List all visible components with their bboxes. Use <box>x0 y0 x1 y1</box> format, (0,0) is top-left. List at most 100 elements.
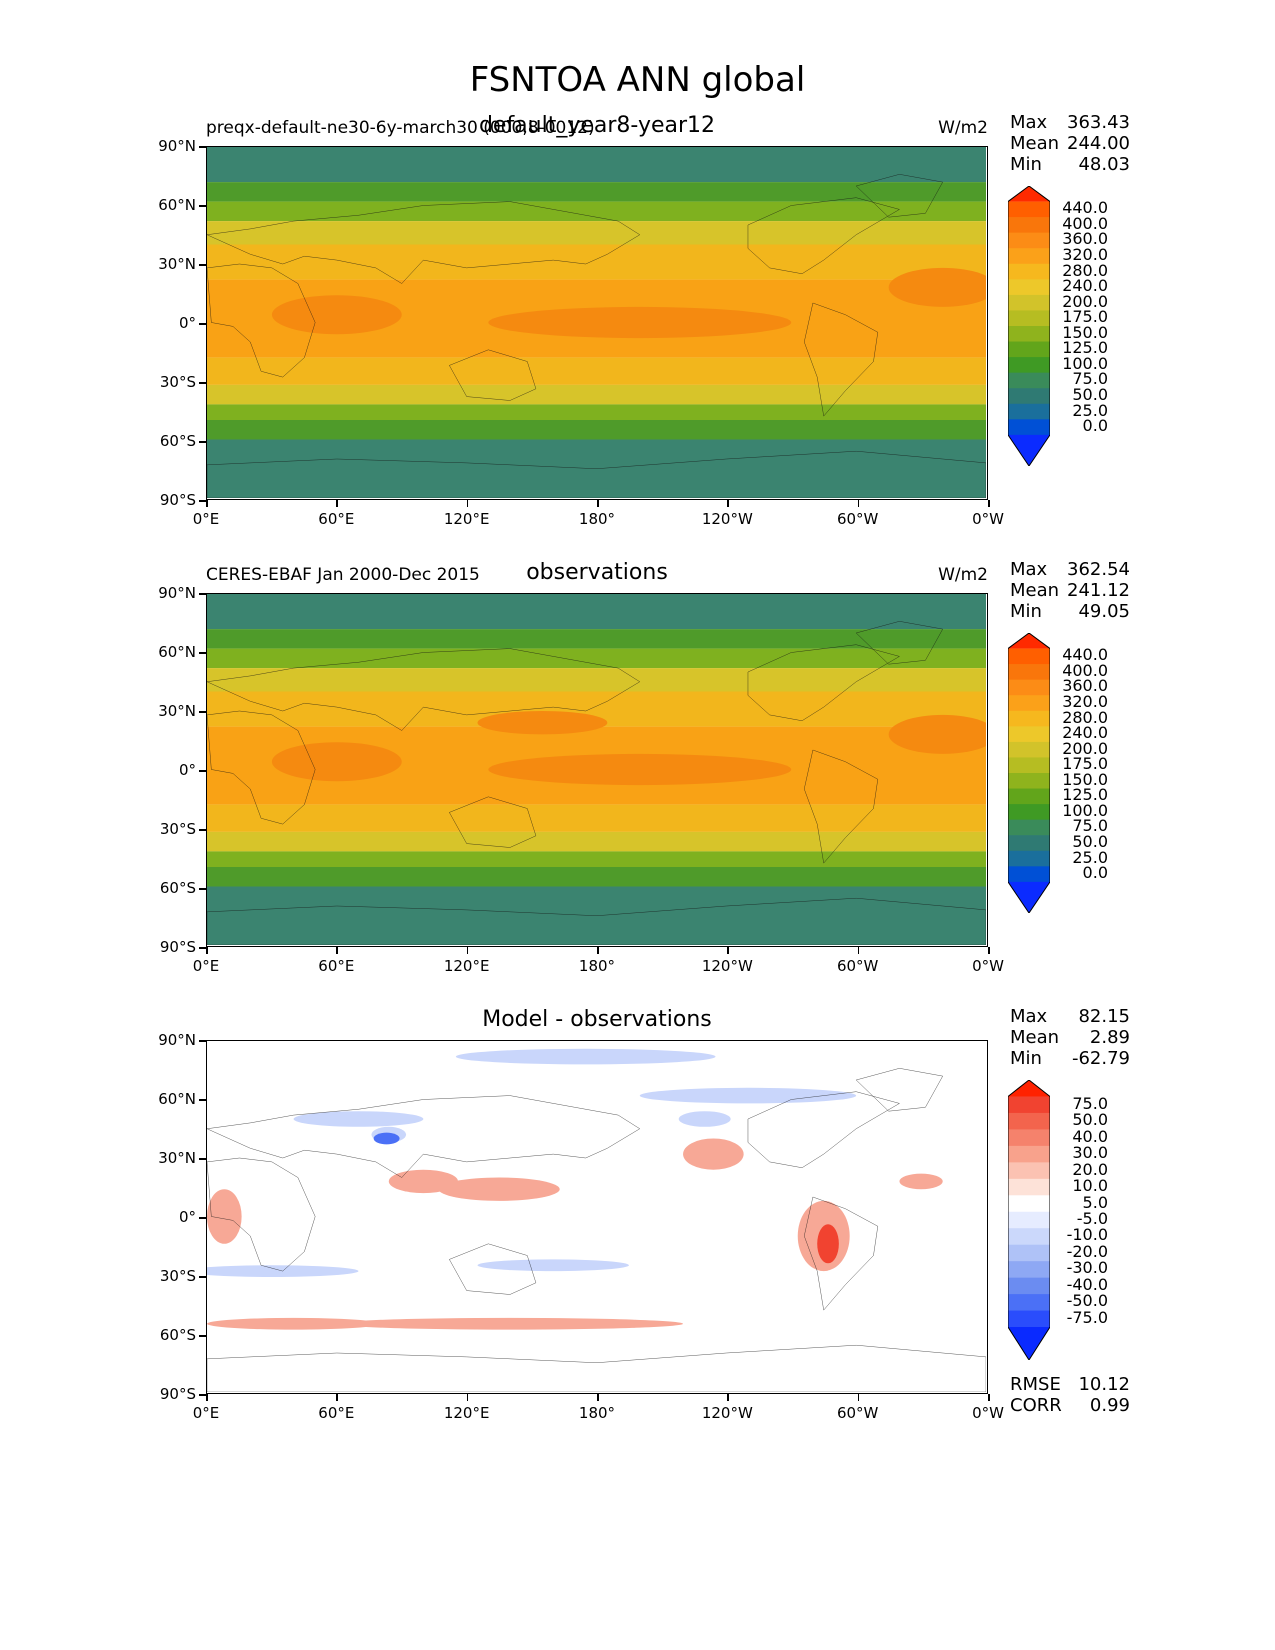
lon-tick-label: 60°E <box>318 510 355 528</box>
lat-tick-label: 60°N <box>158 196 196 214</box>
colorbar-label: 50.0 <box>1072 385 1108 404</box>
lat-tick-mark <box>199 593 206 595</box>
lat-tick-mark <box>199 441 206 443</box>
lon-tick-mark <box>466 1394 469 1401</box>
colorbar-label: -5.0 <box>1076 1209 1108 1228</box>
colorbar-swatch <box>1008 263 1050 280</box>
lat-tick-label: 60°S <box>159 432 196 450</box>
stat-label: Max <box>1010 559 1048 580</box>
coastline <box>207 711 315 824</box>
colorbar-swatch <box>1008 819 1050 836</box>
field-band <box>207 867 986 887</box>
lon-tick-mark <box>857 500 860 507</box>
lon-tick-label: 120°E <box>443 510 490 528</box>
lon-tick-mark <box>857 1394 860 1401</box>
positive-difference-area <box>683 1138 744 1170</box>
colorbar-label: 25.0 <box>1072 847 1108 867</box>
lat-tick-label: 90°S <box>159 491 196 509</box>
negative-difference-area <box>293 1111 424 1127</box>
lat-tick-label: 30°N <box>158 255 196 273</box>
lon-tick-mark <box>336 500 338 507</box>
field-band <box>207 244 986 280</box>
panel-title: default_year8-year12 <box>478 113 716 138</box>
andes-maximum <box>817 1224 839 1264</box>
lon-tick-label: 120°W <box>701 510 753 528</box>
stat-label: Min <box>1010 154 1042 175</box>
stat-label: Mean <box>1010 580 1060 601</box>
colorbar-label: 440.0 <box>1062 645 1108 665</box>
colorbar-swatch <box>1008 232 1050 249</box>
colorbar-swatch <box>1008 403 1050 420</box>
colorbar-swatch <box>1008 279 1050 296</box>
field-band <box>207 357 986 385</box>
colorbar-swatch <box>1008 866 1050 883</box>
colorbar-label: 175.0 <box>1062 754 1108 774</box>
positive-difference-area <box>438 1177 560 1201</box>
lat-tick-mark <box>199 1099 206 1101</box>
colorbar-label: 30.0 <box>1072 1143 1108 1163</box>
lat-tick-mark <box>199 1040 206 1042</box>
colorbar-swatch <box>1008 1261 1050 1279</box>
colorbar-swatch <box>1008 679 1050 696</box>
colorbar-swatch <box>1008 1294 1050 1312</box>
lon-tick-mark <box>466 947 469 954</box>
panel-units: W/m2 <box>938 118 988 138</box>
colorbar-swatch <box>1008 1145 1050 1163</box>
stat-label: Min <box>1010 1048 1042 1069</box>
coastline <box>207 1158 315 1271</box>
stat-value: 82.15 <box>1078 1006 1130 1027</box>
colorbar-label: 50.0 <box>1072 1110 1108 1130</box>
lat-tick-label: 60°S <box>159 879 196 897</box>
positive-difference-area <box>388 1169 459 1194</box>
colorbar-swatch <box>1008 1162 1050 1180</box>
colorbar-swatch <box>1008 788 1050 805</box>
atlantic-maximum <box>888 267 987 307</box>
lat-tick-mark <box>199 1276 206 1278</box>
positive-difference-area <box>207 1189 242 1244</box>
lat-tick-label: 30°N <box>158 702 196 720</box>
lon-tick-label: 0°E <box>192 1404 220 1422</box>
lat-tick-label: 60°N <box>158 643 196 661</box>
lat-tick-mark <box>199 264 206 266</box>
map-field <box>207 594 987 945</box>
lat-tick-label: 90°N <box>158 1031 196 1049</box>
lat-tick-label: 30°S <box>159 1267 196 1285</box>
colorbar-extend-top <box>1008 186 1050 202</box>
stat-value: 241.12 <box>1067 580 1130 601</box>
lon-tick-mark <box>988 947 990 954</box>
coastline <box>856 174 943 217</box>
colorbar-swatch <box>1008 1211 1050 1229</box>
lat-tick-mark <box>199 1394 206 1396</box>
colorbar-label: 240.0 <box>1062 276 1108 296</box>
north-pacific-maximum <box>477 711 608 735</box>
lon-tick-label: 60°E <box>318 1404 355 1422</box>
colorbar-label: 320.0 <box>1062 245 1108 264</box>
lat-tick-label: 60°S <box>159 1326 196 1344</box>
map-field <box>207 147 987 498</box>
colorbar-label: -75.0 <box>1066 1307 1108 1327</box>
stat-label: Max <box>1010 1006 1048 1027</box>
colorbar-swatch <box>1008 710 1050 727</box>
stat-value: 49.05 <box>1078 601 1130 622</box>
lon-tick-mark <box>597 1394 599 1401</box>
lat-tick-label: 30°S <box>159 820 196 838</box>
coastline <box>449 350 536 401</box>
coastline <box>207 264 315 377</box>
lat-tick-mark <box>199 947 206 949</box>
lat-tick-mark <box>199 500 206 502</box>
stat-value: 362.54 <box>1067 559 1130 580</box>
colorbar-label: 75.0 <box>1072 369 1108 389</box>
colorbar-label: 0.0 <box>1082 863 1108 883</box>
panel-source-label: CERES-EBAF Jan 2000-Dec 2015 <box>206 565 480 585</box>
panel-units: W/m2 <box>938 565 988 585</box>
lat-tick-mark <box>199 1335 206 1337</box>
coastline <box>804 750 878 863</box>
field-band <box>207 629 986 649</box>
lat-tick-mark <box>199 205 206 207</box>
lat-tick-mark <box>199 1158 206 1160</box>
colorbar-swatch <box>1008 357 1050 374</box>
lon-tick-label: 180° <box>578 510 616 528</box>
colorbar-swatch <box>1008 773 1050 790</box>
figure-title: FSNTOA ANN global <box>469 60 806 100</box>
colorbar-swatch <box>1008 757 1050 774</box>
